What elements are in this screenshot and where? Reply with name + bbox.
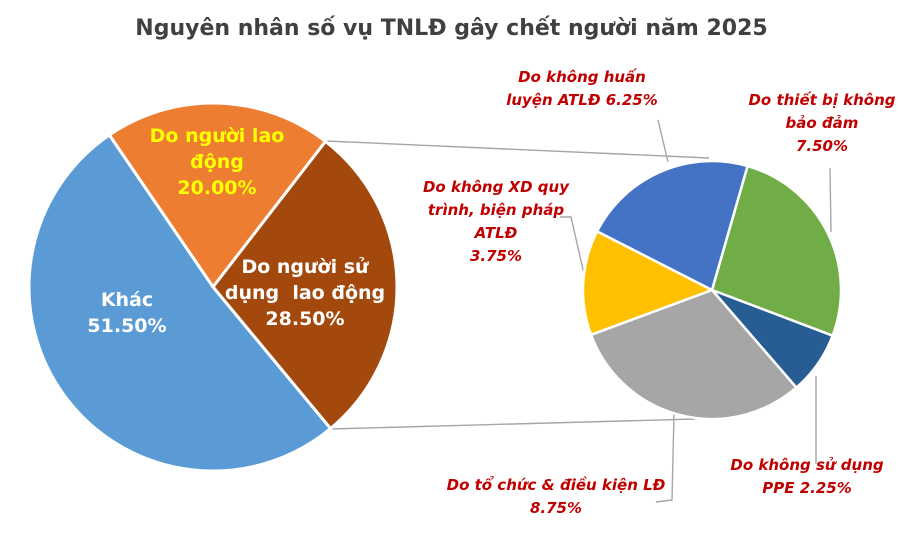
series-line-top [325,140,710,159]
callout-label-ppe: Do không sử dụng PPE 2.25% [730,456,884,497]
main-pie-slice-nguoi-lao-dong [107,101,328,289]
secondary-pie-slice-huan-luyen [595,159,749,292]
secondary-pie-slice-thiet-bi [710,164,843,337]
main-pie-slice-khac [27,133,333,473]
main-slice-label-nguoi-su-dung-lao-dong: Do người sử dụng lao động 28.50% [224,256,386,330]
callout-label-to-chuc: Do tổ chức & điều kiện LĐ 8.75% [446,476,666,517]
main-slice-label-nguoi-lao-dong: Do người lao động 20.00% [149,125,285,199]
leader-line-thiet-bi [829,167,832,233]
main-slice-label-khac: Khác 51.50% [87,289,167,337]
leader-line-quy-trinh [560,216,585,275]
chart-title: Nguyên nhân số vụ TNLĐ gây chết người nă… [135,16,768,41]
main-pie-slice-nguoi-su-dung-lao-dong [211,139,399,431]
secondary-pie-slice-to-chuc [589,288,798,421]
series-line-bottom [330,418,696,430]
callout-label-quy-trinh: Do không XD quy trình, biện pháp ATLĐ 3.… [422,178,569,265]
leader-line-to-chuc [655,412,675,503]
callout-label-thiet-bi: Do thiết bị không bảo đảm 7.50% [748,91,896,155]
leader-line-huan-luyen [657,119,669,163]
callout-label-huan-luyen: Do không huấn luyện ATLĐ 6.25% [506,68,658,109]
secondary-pie-slice-quy-trinh [581,230,714,337]
